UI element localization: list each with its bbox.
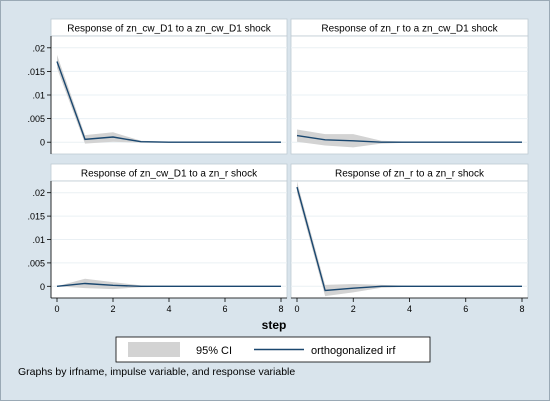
x-axis-title: step [262,318,287,332]
ci-band [297,129,522,148]
x-tick-label: 2 [110,304,115,314]
legend-ci-swatch [128,342,180,357]
x-tick-label: 8 [278,304,283,314]
y-tick-label: .015 [27,212,45,222]
y-tick-label: .02 [32,188,45,198]
y-tick-label: 0 [40,138,45,148]
y-tick-label: .015 [27,67,45,77]
panel-title: Response of zn_cw_D1 to a zn_cw_D1 shock [67,24,271,35]
irf-line [56,282,281,287]
y-tick-label: .01 [32,235,45,245]
x-tick-label: 0 [294,304,299,314]
x-tick-label: 6 [463,304,468,314]
irf-panel-2: Response of zn_r to a zn_cw_D1 shock [290,18,529,155]
legend-ci-label: 95% CI [196,345,232,357]
y-tick-label: 0 [40,282,45,292]
legend-line-label: orthogonalized irf [311,345,396,357]
y-tick-label: .005 [27,258,45,268]
x-tick-label: 4 [407,304,412,314]
irf-line [296,186,522,292]
irf-line [296,134,522,143]
irf-panel-4: Response of zn_r to a zn_r shock 0 2 4 6 8 [290,163,529,314]
figure-footnote: Graphs by irfname, impulse variable, and… [18,366,296,378]
panel-title: Response of zn_r to a zn_cw_D1 shock [321,24,498,35]
irf-line [56,61,281,143]
y-tick-label: .02 [32,43,45,53]
y-tick-label: .005 [27,114,45,124]
panel-title: Response of zn_r to a zn_r shock [335,169,485,180]
x-tick-label: 4 [166,304,171,314]
y-tick-label: .01 [32,91,45,101]
x-tick-label: 6 [222,304,227,314]
legend: 95% CI orthogonalized irf [115,336,431,363]
x-tick-label: 8 [519,304,524,314]
irf-panel-3: Response of zn_cw_D1 to a zn_r shock 0 .00… [27,163,288,314]
irf-panel-1: Response of zn_cw_D1 to a zn_cw_D1 shock… [27,18,288,155]
panel-title: Response of zn_cw_D1 to a zn_r shock [81,169,258,180]
x-tick-label: 0 [54,304,59,314]
x-tick-label: 2 [351,304,356,314]
ci-band [57,278,281,290]
